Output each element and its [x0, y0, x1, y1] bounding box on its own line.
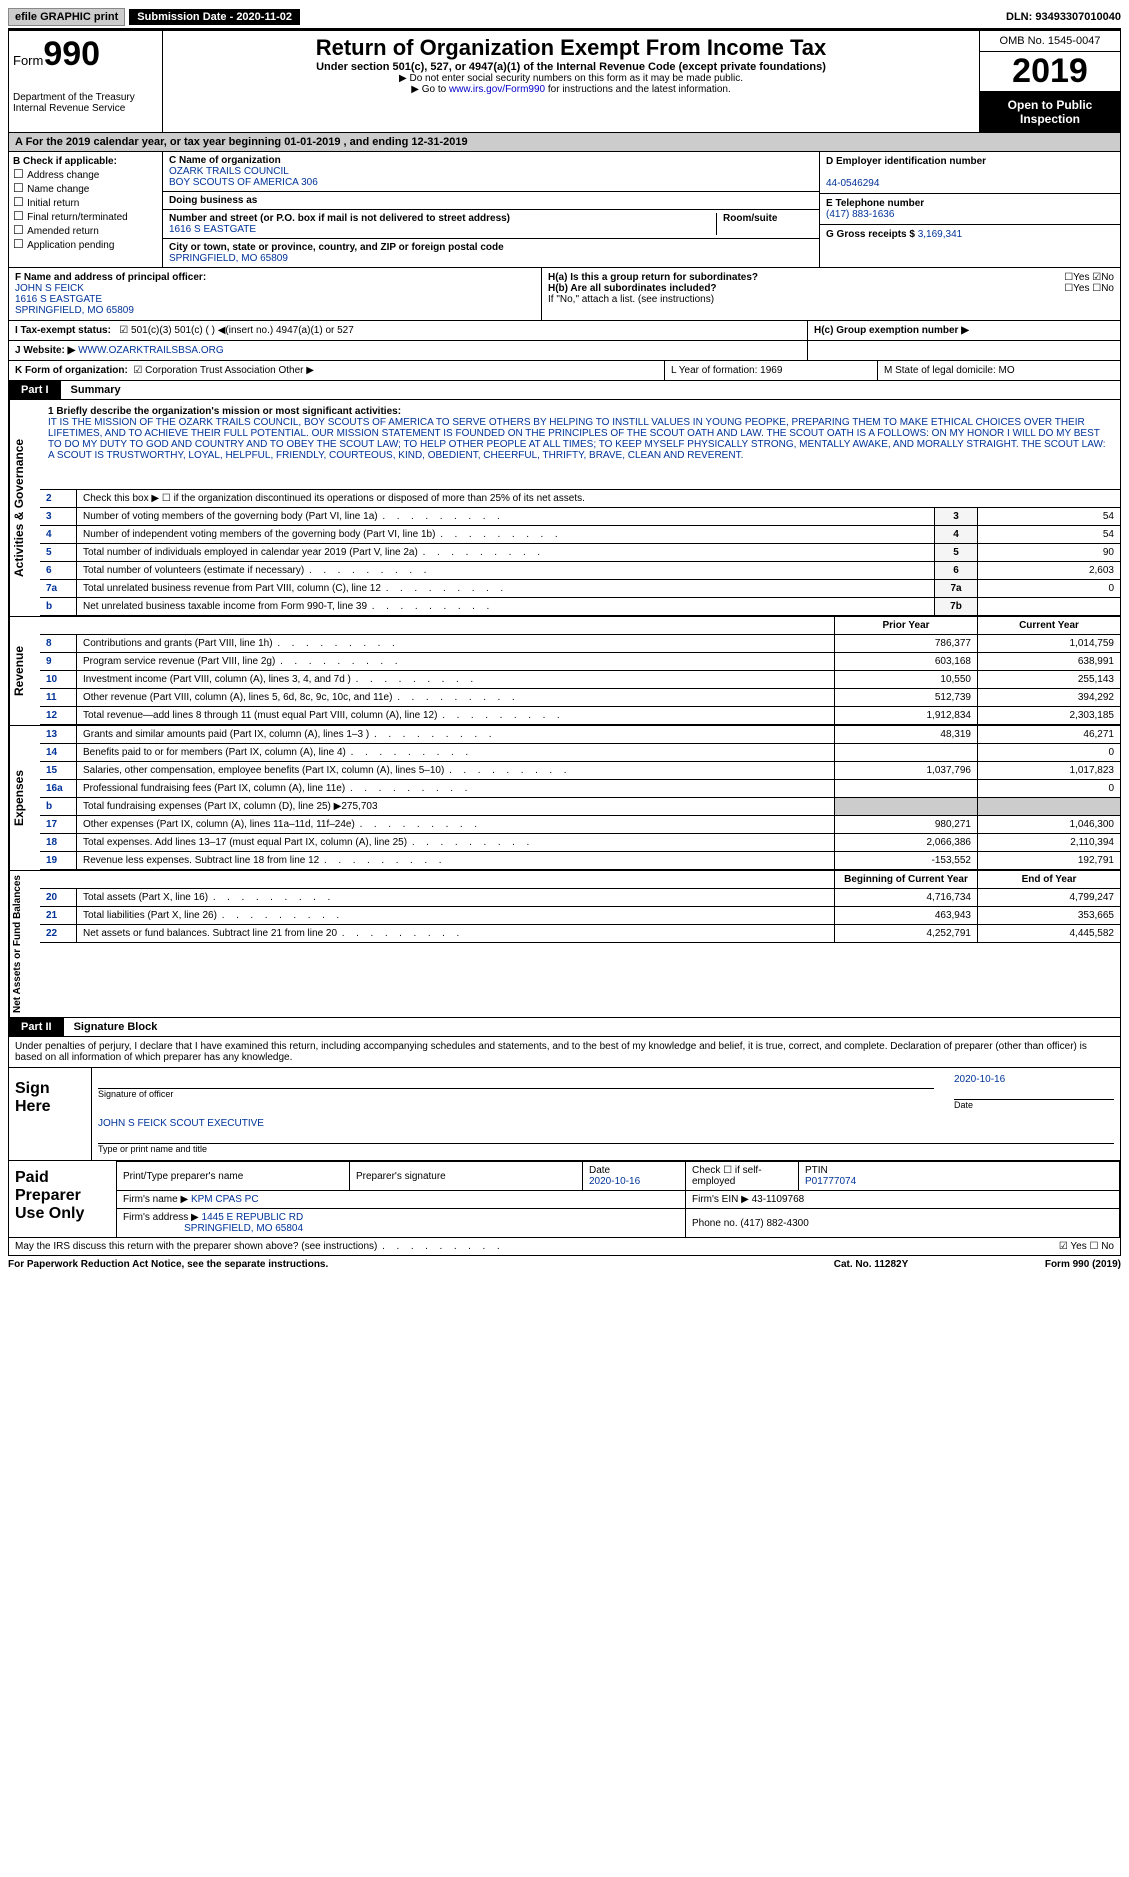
state-domicile: M State of legal domicile: MO: [878, 361, 1120, 380]
firm-phone: Phone no. (417) 882-4300: [686, 1209, 1120, 1238]
governance-table: 2Check this box ▶ ☐ if the organization …: [40, 490, 1120, 616]
city-state-zip: SPRINGFIELD, MO 65809: [169, 253, 288, 264]
row-f-h: F Name and address of principal officer:…: [8, 268, 1121, 321]
box-b: B Check if applicable: Address change Na…: [9, 152, 163, 267]
goto-line: Go to www.irs.gov/Form990 for instructio…: [167, 84, 975, 95]
expenses-table: 13Grants and similar amounts paid (Part …: [40, 726, 1120, 870]
vert-revenue: Revenue: [9, 617, 40, 725]
efile-button[interactable]: efile GRAPHIC print: [8, 8, 125, 26]
page-footer: For Paperwork Reduction Act Notice, see …: [8, 1256, 1121, 1273]
signature-block: Under penalties of perjury, I declare th…: [8, 1037, 1121, 1238]
box-c: C Name of organization OZARK TRAILS COUN…: [163, 152, 819, 267]
phone-value: (417) 883-1636: [826, 209, 894, 220]
irs-link[interactable]: www.irs.gov/Form990: [449, 84, 545, 95]
perjury-declaration: Under penalties of perjury, I declare th…: [9, 1037, 1120, 1067]
sig-date: 2020-10-16: [954, 1074, 1005, 1085]
org-name-1: OZARK TRAILS COUNCIL: [169, 166, 289, 177]
firm-name: KPM CPAS PC: [191, 1194, 259, 1205]
sign-here-label: Sign Here: [9, 1068, 92, 1160]
part-2-header: Part II Signature Block: [8, 1018, 1121, 1037]
year-formation: L Year of formation: 1969: [665, 361, 878, 380]
mission-text: IT IS THE MISSION OF THE OZARK TRAILS CO…: [48, 417, 1106, 461]
submission-date: Submission Date - 2020-11-02: [129, 9, 300, 25]
form-header: Form990 Department of the Treasury Inter…: [8, 30, 1121, 133]
paid-preparer-label: Paid Preparer Use Only: [9, 1161, 117, 1237]
department-label: Department of the Treasury Internal Reve…: [13, 92, 158, 114]
firm-ein: Firm's EIN ▶ 43-1109768: [686, 1191, 1120, 1209]
dln-number: DLN: 93493307010040: [1006, 11, 1121, 23]
tax-year: 2019: [980, 52, 1120, 92]
officer-name: JOHN S FEICK: [15, 283, 84, 294]
line-a-period: A For the 2019 calendar year, or tax yea…: [8, 133, 1121, 152]
form-number: 990: [43, 35, 100, 73]
vert-net: Net Assets or Fund Balances: [9, 871, 40, 1017]
omb-number: OMB No. 1545-0047: [980, 31, 1120, 52]
website-value: WWW.OZARKTRAILSBSA.ORG: [78, 345, 224, 356]
form-word: Form: [13, 53, 43, 68]
revenue-table: Prior YearCurrent Year8Contributions and…: [40, 617, 1120, 725]
vert-expenses: Expenses: [9, 726, 40, 870]
discuss-row: May the IRS discuss this return with the…: [8, 1238, 1121, 1256]
top-bar: efile GRAPHIC print Submission Date - 20…: [8, 8, 1121, 30]
row-i: I Tax-exempt status: ☑ 501(c)(3) 501(c) …: [8, 321, 1121, 341]
part-1-header: Part I Summary: [8, 381, 1121, 400]
vert-activities: Activities & Governance: [9, 400, 40, 616]
row-k: K Form of organization: ☑ Corporation Tr…: [8, 361, 1121, 381]
street-address: 1616 S EASTGATE: [169, 224, 256, 235]
ptin-value: P01777074: [805, 1176, 856, 1187]
net-assets-section: Net Assets or Fund Balances Beginning of…: [8, 871, 1121, 1018]
form-ref: Form 990 (2019): [971, 1259, 1121, 1270]
catalog-number: Cat. No. 11282Y: [771, 1259, 971, 1270]
ein-value: 44-0546294: [826, 178, 879, 189]
form-title: Return of Organization Exempt From Incom…: [167, 35, 975, 61]
net-assets-table: Beginning of Current YearEnd of Year20To…: [40, 871, 1120, 943]
entity-section: B Check if applicable: Address change Na…: [8, 152, 1121, 268]
activities-governance: Activities & Governance 1 Briefly descri…: [8, 400, 1121, 617]
expenses-section: Expenses 13Grants and similar amounts pa…: [8, 726, 1121, 871]
org-name-2: BOY SCOUTS OF AMERICA 306: [169, 177, 318, 188]
ssn-warning: Do not enter social security numbers on …: [167, 73, 975, 84]
revenue-section: Revenue Prior YearCurrent Year8Contribut…: [8, 617, 1121, 726]
box-deg: D Employer identification number 44-0546…: [819, 152, 1120, 267]
officer-print-name: JOHN S FEICK SCOUT EXECUTIVE: [98, 1118, 264, 1129]
row-j: J Website: ▶ WWW.OZARKTRAILSBSA.ORG: [8, 341, 1121, 361]
form-subtitle: Under section 501(c), 527, or 4947(a)(1)…: [167, 61, 975, 73]
open-inspection: Open to Public Inspection: [980, 92, 1120, 132]
gross-receipts: 3,169,341: [918, 229, 963, 240]
